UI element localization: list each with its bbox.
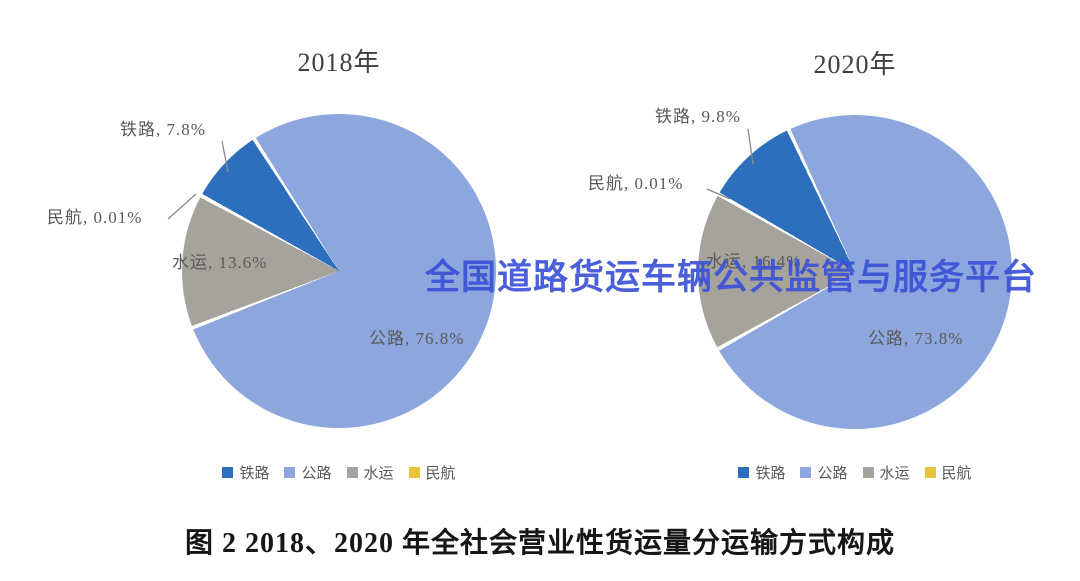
label-2020-railway: 铁路, 9.8% — [655, 107, 741, 126]
figure-caption: 图 2 2018、2020 年全社会营业性货运量分运输方式构成 — [184, 528, 895, 559]
legend-item-aviation: 民航 — [408, 462, 456, 483]
label-2018-highway: 公路, 76.8% — [369, 329, 465, 348]
legend-swatch-waterway — [862, 467, 874, 478]
legend-swatch-railway — [222, 467, 234, 478]
watermark-text: 全国道路货运车辆公共监管与服务平台 — [425, 258, 1038, 297]
legend-swatch-aviation — [924, 467, 936, 478]
legend-item-waterway: 水运 — [346, 462, 394, 483]
legend-label-waterway: 水运 — [879, 466, 910, 482]
legend-item-highway: 公路 — [284, 462, 332, 483]
legend-item-aviation: 民航 — [924, 462, 972, 483]
legend-label-highway: 公路 — [301, 466, 332, 482]
legend-swatch-waterway — [346, 467, 358, 478]
legend-label-railway: 铁路 — [239, 466, 270, 482]
label-2020-waterway: 水运, 16.4% — [706, 252, 802, 271]
legend-2020: 铁路 公路 水运 民航 — [698, 462, 1012, 483]
legend-label-aviation: 民航 — [941, 466, 972, 482]
legend-item-railway: 铁路 — [222, 462, 269, 483]
label-2018-waterway: 水运, 13.6% — [172, 253, 268, 272]
legend-label-railway: 铁路 — [755, 466, 786, 482]
legend-label-waterway: 水运 — [363, 466, 394, 482]
label-2020-highway: 公路, 73.8% — [868, 329, 964, 348]
legend-2018: 铁路 公路 水运 民航 — [182, 462, 496, 483]
legend-swatch-highway — [284, 467, 296, 478]
pie-chart-2018 — [182, 114, 496, 428]
pie-2018-title: 2018年 — [297, 48, 381, 77]
legend-swatch-aviation — [408, 467, 420, 478]
pie-2020-title: 2020年 — [813, 50, 897, 79]
label-2018-railway: 铁路, 7.8% — [120, 120, 206, 139]
legend-item-railway: 铁路 — [738, 462, 785, 483]
label-2020-aviation: 民航, 0.01% — [588, 174, 684, 193]
legend-swatch-railway — [738, 467, 750, 478]
legend-swatch-highway — [800, 467, 812, 478]
legend-item-waterway: 水运 — [862, 462, 910, 483]
legend-label-highway: 公路 — [817, 466, 848, 482]
label-2018-aviation: 民航, 0.01% — [47, 208, 143, 227]
pie-chart-2020 — [698, 115, 1012, 429]
legend-label-aviation: 民航 — [425, 466, 456, 482]
legend-item-highway: 公路 — [800, 462, 848, 483]
